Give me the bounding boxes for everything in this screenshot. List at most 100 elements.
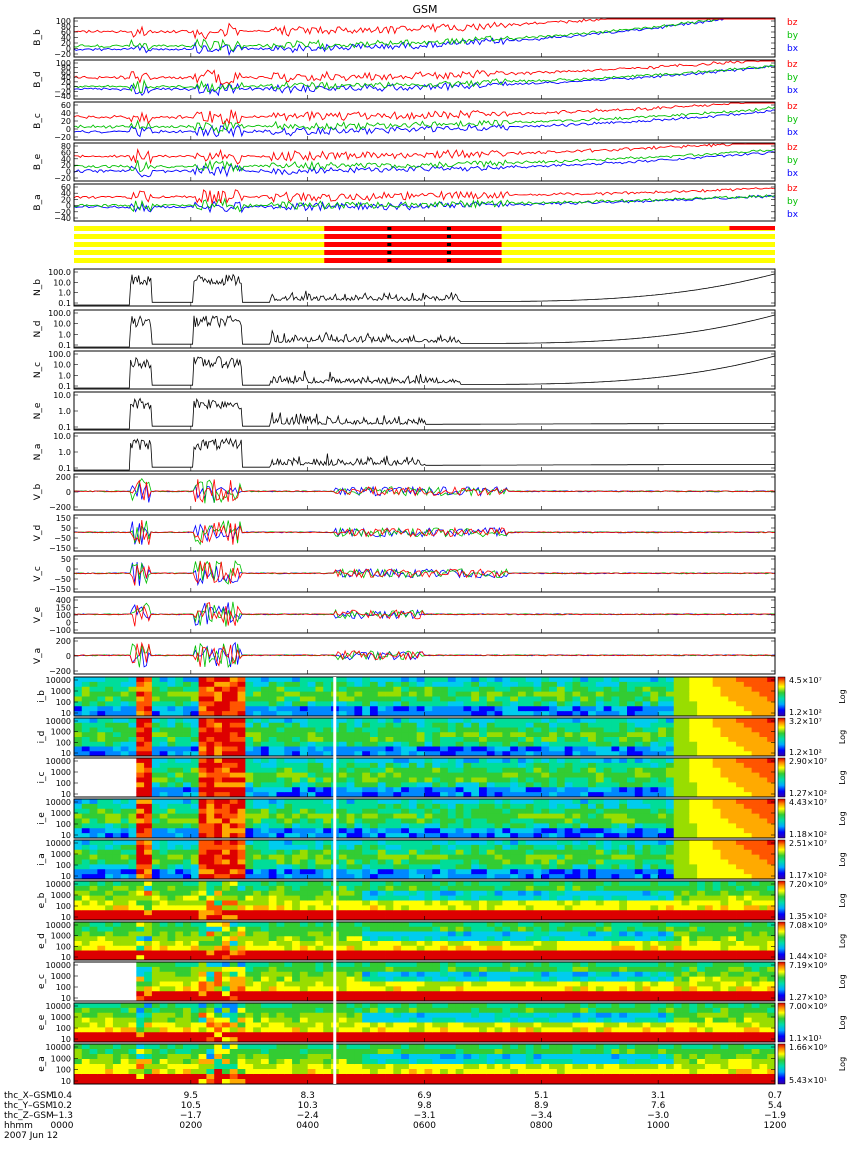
spectrogram-cell	[315, 900, 324, 906]
spectrogram-cell	[221, 895, 231, 901]
spectrogram-cell	[712, 727, 721, 733]
spectrogram-cell	[517, 844, 527, 851]
spectrogram-cell	[697, 758, 706, 764]
spectrogram-cell	[463, 767, 472, 774]
spectrogram-cell	[455, 741, 464, 747]
spectrogram-cell	[479, 711, 488, 717]
spectrogram-cell	[362, 833, 371, 839]
spectrogram-cell	[517, 823, 527, 829]
spectrogram-cell	[751, 696, 760, 702]
spectrogram-cell	[432, 854, 441, 860]
spectrogram-cell	[736, 782, 745, 788]
y-tick-label: 10	[61, 913, 71, 922]
spectrogram-cell	[743, 890, 753, 897]
spectrogram-cell	[136, 922, 145, 928]
y-tick-label: 1000	[51, 768, 71, 777]
spectrogram-cell	[198, 772, 207, 778]
spectrogram-cell	[751, 828, 760, 834]
spectrogram-cell	[74, 945, 83, 951]
spectrogram-cell	[455, 890, 464, 897]
spectrogram-cell	[276, 890, 285, 897]
spectrogram-cell	[572, 881, 581, 887]
spectrogram-cell	[697, 803, 706, 810]
spectrogram-cell	[416, 833, 425, 839]
spectrogram-cell	[471, 864, 480, 870]
spectrogram-cell	[237, 681, 246, 688]
spectrogram-cell	[362, 895, 371, 901]
spectrogram-cell	[658, 727, 667, 733]
spectrogram-cell	[627, 677, 636, 683]
spectrogram-cell	[144, 885, 153, 892]
spectrogram-cell	[463, 718, 472, 724]
spectrogram-cell	[502, 859, 511, 865]
spectrogram-cell	[564, 701, 573, 707]
spectrogram-cell	[479, 885, 488, 892]
spectrogram-cell	[743, 737, 753, 743]
spectrogram-cell	[401, 885, 410, 892]
spectrogram-cell	[377, 686, 386, 693]
spectrogram-cell	[704, 777, 714, 783]
spectrogram-cell	[385, 762, 394, 769]
spectrogram-cell	[401, 813, 410, 819]
spectrogram-cell	[603, 854, 612, 860]
spectrogram-cell	[525, 758, 534, 764]
spectrogram-cell	[245, 910, 254, 916]
spectrogram-cell	[307, 732, 316, 738]
spectrogram-cell	[284, 910, 293, 916]
spectrogram-cell	[105, 782, 114, 788]
spectrogram-cell	[198, 681, 207, 688]
spectrogram-cell	[385, 849, 394, 856]
spectrogram-cell	[611, 910, 620, 916]
spectrogram-cell	[580, 722, 589, 728]
spectrogram-cell	[206, 787, 215, 793]
spectrogram-cell	[151, 813, 161, 819]
spectrogram-cell	[658, 696, 667, 702]
spectrogram-cell	[385, 746, 394, 752]
spectrogram-cell	[494, 758, 503, 764]
spectrogram-cell	[144, 799, 153, 805]
spectrogram-cell	[408, 828, 418, 834]
spectrogram-cell	[385, 881, 394, 887]
spectrogram-cell	[299, 772, 309, 778]
spectrogram-cell	[673, 890, 682, 897]
spectrogram-cell	[183, 869, 192, 875]
spectrogram-cell	[502, 691, 511, 697]
spectrogram-cell	[416, 711, 425, 717]
spectrogram-cell	[151, 808, 161, 815]
spectrogram-cell	[517, 691, 527, 697]
spectrogram-cell	[510, 890, 519, 897]
spectrogram-cell	[658, 808, 667, 815]
spectrogram-cell	[658, 711, 667, 717]
spectrogram-cell	[432, 895, 441, 901]
spectrogram-cell	[112, 885, 122, 892]
spectrogram-cell	[471, 727, 480, 733]
spectrogram-cell	[479, 686, 488, 693]
spectrogram-cell	[767, 813, 776, 819]
colorbar-title: Log	[838, 730, 847, 744]
spectrogram-cell	[502, 782, 511, 788]
spectrogram-cell	[642, 828, 651, 834]
spectrogram-cell	[471, 915, 480, 921]
spectrogram-cell	[338, 691, 348, 697]
spectrogram-cell	[619, 696, 628, 702]
spectrogram-cell	[105, 762, 114, 769]
spectrogram-cell	[284, 782, 293, 788]
spectrogram-cell	[424, 681, 433, 688]
spectrogram-cell	[214, 691, 223, 697]
spectrogram-cell	[525, 910, 534, 916]
spectrogram-cell	[128, 746, 137, 752]
spectrogram-cell	[144, 751, 153, 757]
spectrogram-cell	[354, 677, 363, 683]
spectrogram-cell	[198, 677, 207, 683]
spectrogram-cell	[455, 706, 464, 712]
spectrogram-cell	[237, 803, 246, 810]
spectrogram-cell	[190, 869, 200, 875]
spectrogram-cell	[323, 910, 332, 916]
spectrogram-cell	[689, 746, 698, 752]
figure-title: GSM	[413, 3, 438, 16]
spectrogram-cell	[424, 885, 433, 892]
spectrogram-cell	[307, 823, 316, 829]
spectrogram-cell	[299, 732, 309, 738]
spectrogram-cell	[401, 828, 410, 834]
spectrogram-cell	[385, 741, 394, 747]
